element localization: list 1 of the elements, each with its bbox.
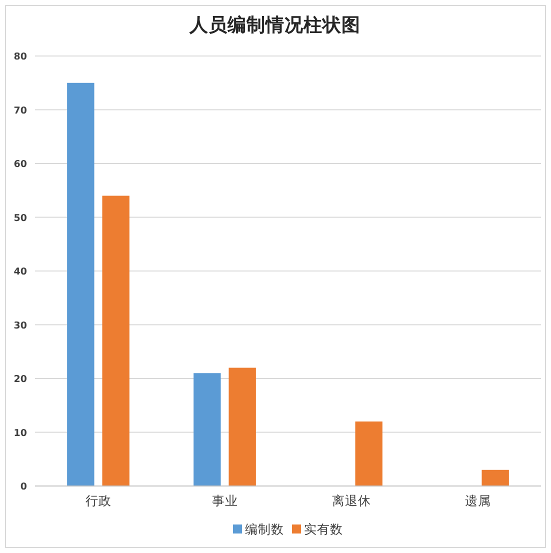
title: 人员编制情况柱状图 [190,16,360,36]
